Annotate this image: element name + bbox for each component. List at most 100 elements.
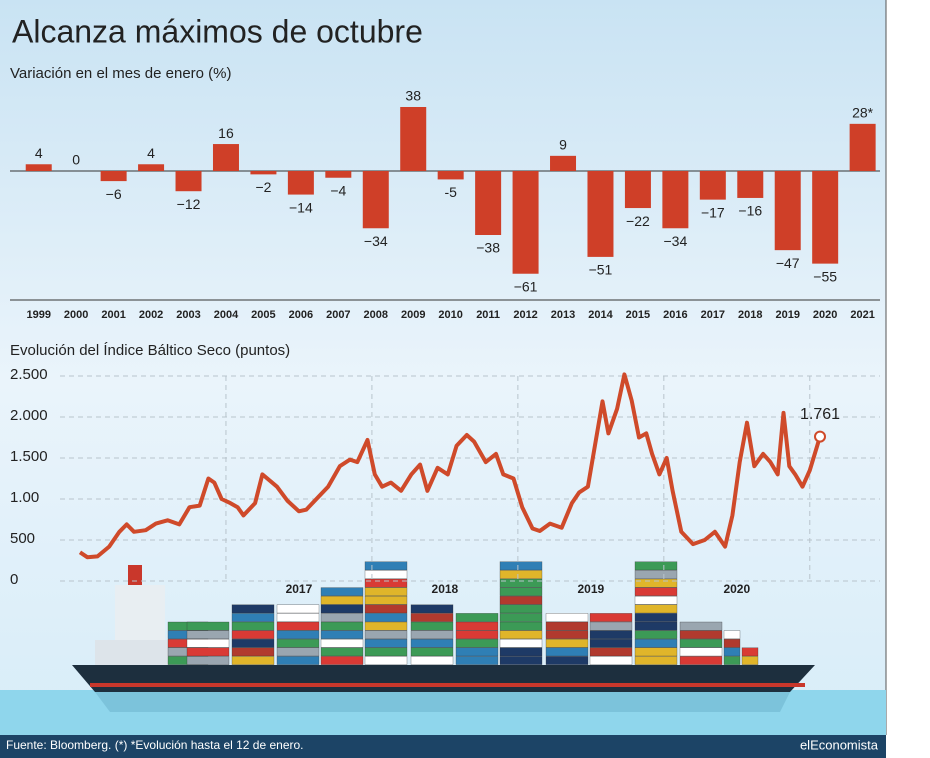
container — [679, 630, 723, 639]
container — [455, 613, 499, 622]
container — [276, 630, 320, 639]
bar-value-label: −61 — [514, 278, 538, 294]
bar-value-label: −4 — [330, 182, 346, 198]
container — [499, 578, 543, 588]
container — [455, 639, 499, 648]
margin — [886, 0, 930, 758]
bar-value-label: −2 — [255, 179, 271, 195]
bar — [849, 123, 876, 171]
container — [679, 647, 723, 657]
brand: elEconomista — [800, 737, 879, 752]
bar-chart-title: Variación en el mes de enero (%) — [10, 65, 232, 82]
bar — [624, 171, 651, 209]
container — [634, 570, 678, 579]
container — [186, 621, 230, 631]
x-tick-label: 2017 — [701, 309, 725, 321]
y-tick-label: 0 — [10, 571, 18, 588]
container — [186, 630, 230, 639]
container — [231, 604, 275, 614]
bar — [100, 171, 127, 182]
container — [410, 613, 454, 622]
container — [320, 647, 364, 657]
bar — [25, 164, 52, 171]
container — [231, 647, 275, 657]
container — [545, 656, 589, 665]
container — [320, 587, 364, 596]
container — [499, 656, 543, 665]
x-tick-label: 2000 — [64, 309, 88, 321]
container — [679, 621, 723, 631]
container — [545, 647, 589, 657]
container — [410, 630, 454, 639]
bar-value-label: 16 — [218, 125, 234, 141]
x-tick-label: 2011 — [476, 309, 500, 321]
bar — [175, 171, 202, 192]
bar-value-label: −14 — [289, 199, 313, 215]
index-line — [78, 372, 822, 560]
ship-hull — [72, 665, 815, 692]
y-tick-label: 500 — [10, 530, 35, 547]
container — [364, 604, 408, 614]
container — [634, 596, 678, 605]
container — [723, 639, 741, 648]
bar — [774, 171, 801, 251]
container — [499, 639, 543, 648]
container — [634, 613, 678, 622]
bar — [325, 171, 352, 178]
container — [320, 604, 364, 614]
container — [410, 647, 454, 657]
container — [364, 639, 408, 648]
x-tick-label: 1999 — [26, 309, 50, 321]
ship-reflection — [95, 692, 790, 712]
container — [320, 596, 364, 605]
container — [634, 604, 678, 614]
x-tick-label: 2007 — [326, 309, 350, 321]
container — [741, 656, 759, 665]
container — [231, 613, 275, 622]
container — [276, 639, 320, 648]
bar — [587, 171, 614, 257]
end-marker — [814, 430, 826, 443]
container — [499, 604, 543, 614]
container — [634, 561, 678, 571]
bar-value-label: 28* — [852, 105, 874, 121]
x-tick-label: 2001 — [101, 309, 125, 321]
line-chart-title: Evolución del Índice Báltico Seco (punto… — [10, 342, 290, 359]
bar — [287, 171, 314, 195]
container — [455, 621, 499, 631]
container — [589, 656, 633, 665]
container — [499, 570, 543, 579]
bar-value-label: 0 — [72, 152, 80, 168]
container — [499, 621, 543, 631]
x-tick-label: 2010 — [438, 309, 462, 321]
container — [499, 630, 543, 639]
container — [276, 656, 320, 665]
x-tick-label: 2019 — [577, 582, 604, 596]
ship — [72, 561, 815, 712]
container — [276, 647, 320, 657]
x-tick-label: 2018 — [432, 582, 459, 596]
container — [410, 656, 454, 665]
bar-value-label: 38 — [405, 88, 421, 104]
x-tick-label: 2005 — [251, 309, 275, 321]
container — [410, 639, 454, 648]
container — [499, 647, 543, 657]
container — [499, 613, 543, 622]
x-tick-label: 2020 — [813, 309, 837, 321]
container — [410, 621, 454, 631]
container — [634, 578, 678, 588]
x-tick-label: 2006 — [289, 309, 313, 321]
x-tick-label: 2009 — [401, 309, 425, 321]
bar-value-label: −12 — [177, 196, 201, 212]
bar — [699, 171, 726, 200]
x-tick-label: 2020 — [723, 582, 750, 596]
container — [589, 639, 633, 648]
ship-deckhouse — [95, 640, 170, 665]
bar-value-label: −55 — [813, 268, 837, 284]
bar-value-label: −6 — [106, 186, 122, 202]
container — [364, 647, 408, 657]
container — [589, 621, 633, 631]
container — [320, 639, 364, 648]
container — [276, 621, 320, 631]
container — [545, 639, 589, 648]
